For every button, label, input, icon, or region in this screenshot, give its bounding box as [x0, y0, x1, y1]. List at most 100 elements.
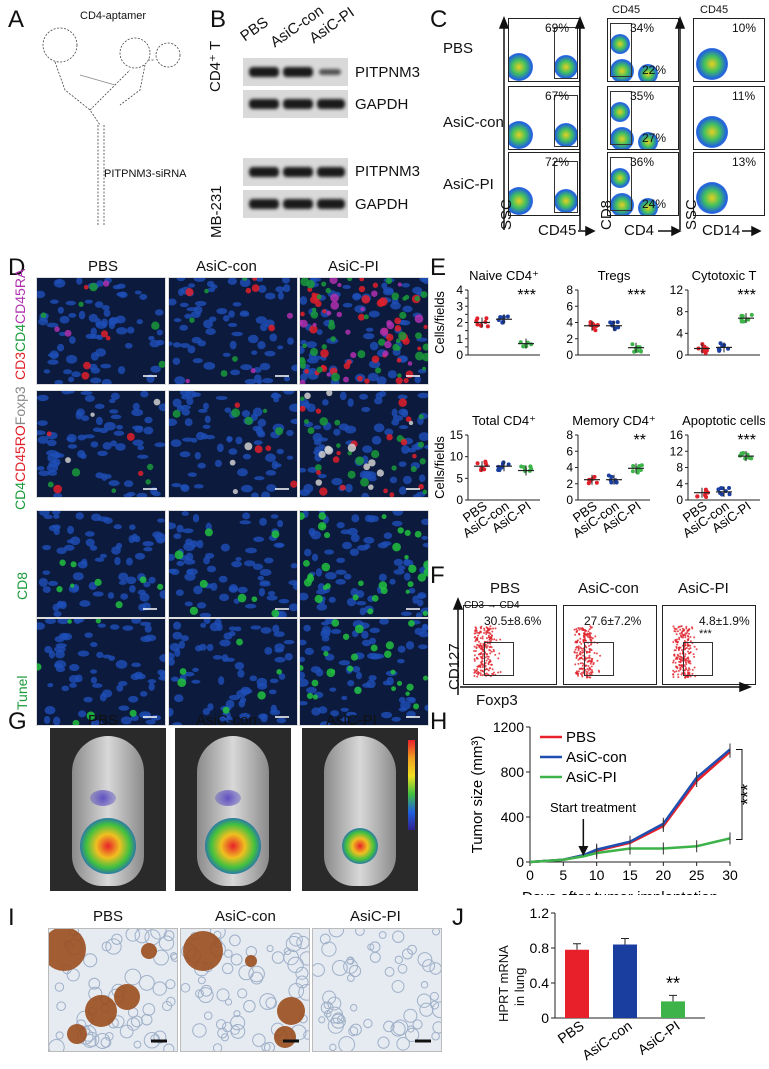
blot-row-pitpnm3-2: PITPNM3: [355, 163, 421, 180]
nucleus: [49, 350, 59, 360]
flow-c-pct-col2top-r2: 35%: [630, 89, 655, 103]
flow-dot: [589, 635, 592, 638]
flow-dot: [577, 627, 580, 630]
stained-cell: [357, 375, 363, 382]
flow-c-gate-r2: [554, 95, 578, 147]
alveolus: [104, 1032, 114, 1041]
nucleus: [92, 683, 103, 688]
alveolus: [416, 993, 432, 1008]
flow-dot: [574, 663, 577, 666]
alveolus: [348, 1026, 359, 1037]
nucleus: [132, 402, 140, 411]
stained-cell: [204, 288, 209, 294]
stained-cell: [325, 287, 331, 294]
stained-cell: [275, 427, 284, 436]
nucleus: [252, 563, 264, 570]
stained-cell: [408, 619, 415, 627]
scatter-point: [611, 320, 616, 325]
nucleus: [274, 648, 284, 653]
flow-dot: [686, 657, 689, 660]
nucleus: [120, 593, 129, 600]
flow-f-plot-2: 27.6±7.2%: [563, 605, 657, 685]
nucleus: [120, 716, 132, 725]
scatter-point: [746, 455, 751, 460]
nucleus: [398, 486, 407, 495]
nucleus: [270, 704, 278, 713]
flow-dot: [575, 672, 578, 675]
y-tick-label: 4: [456, 283, 463, 297]
flow-dot: [675, 628, 678, 631]
nucleus: [333, 428, 341, 436]
panel-letter-c: C: [430, 6, 448, 33]
flow-dot: [679, 634, 682, 637]
stained-cell: [423, 324, 428, 330]
alveolus: [166, 996, 176, 1007]
flow-dot: [581, 628, 584, 631]
flow-dot: [676, 667, 679, 670]
flow-dot: [477, 673, 480, 676]
stained-cell: [397, 373, 402, 378]
nucleus: [227, 322, 238, 328]
flow-dot: [689, 651, 692, 654]
flow-dot: [490, 637, 493, 640]
alveolus: [55, 1031, 64, 1040]
nucleus: [95, 416, 103, 426]
stained-cell: [357, 313, 365, 321]
nucleus: [393, 558, 403, 567]
nucleus: [123, 480, 134, 488]
nucleus: [158, 675, 165, 681]
alveolus: [144, 929, 161, 946]
stained-cell: [370, 644, 378, 652]
nucleus: [265, 470, 277, 476]
alveolus: [195, 989, 204, 998]
scatter-point: [587, 479, 592, 484]
stained-cell: [398, 331, 407, 341]
nucleus: [74, 619, 85, 623]
scatter-point: [631, 464, 636, 469]
nucleus: [282, 391, 295, 395]
j-category-2: AsiC-con: [579, 1017, 635, 1063]
scatter-point: [608, 320, 613, 325]
nucleus: [347, 398, 354, 407]
stained-cell: [67, 619, 72, 624]
alveolus: [261, 1042, 271, 1051]
alveolus: [392, 930, 405, 943]
alveolus: [289, 932, 303, 947]
stained-cell: [312, 307, 317, 312]
nucleus: [134, 426, 144, 433]
lung-image-1: [48, 928, 178, 1052]
nucleus: [145, 719, 156, 725]
flow-c-pct-col3-r3: 13%: [732, 155, 757, 169]
scatter-point: [479, 323, 484, 328]
flow-dot: [582, 654, 585, 657]
nucleus: [176, 278, 186, 282]
nucleus: [124, 342, 133, 349]
nucleus: [347, 527, 359, 536]
ihc-nuclei-r2-c1: [37, 391, 165, 497]
lung-col-pbs: PBS: [93, 908, 124, 925]
significance-mark: ***: [737, 287, 756, 304]
flow-dot: [590, 640, 593, 643]
y-tick-label: 15: [450, 428, 464, 442]
flow-dot: [481, 669, 484, 672]
nucleus: [196, 539, 204, 549]
flow-dot: [475, 647, 478, 650]
j-category-1: PBS: [555, 1017, 587, 1046]
flow-dot: [678, 636, 681, 639]
stained-cell: [412, 453, 417, 459]
metastasis-nodule: [183, 931, 223, 971]
stained-cell: [397, 527, 404, 534]
flow-dot: [590, 669, 593, 672]
nucleus: [381, 282, 388, 290]
flow-dot: [481, 666, 484, 669]
stained-cell: [300, 512, 305, 520]
nucleus: [46, 439, 57, 447]
ivis-col-asic-con: AsiC-con: [196, 712, 257, 729]
nucleus: [268, 689, 277, 695]
flow-c-density-2-1-1: [509, 121, 533, 149]
nucleus: [169, 652, 175, 660]
alveolus: [394, 955, 403, 965]
nucleus: [102, 654, 112, 659]
flow-dot: [485, 630, 488, 633]
nucleus: [57, 619, 70, 625]
